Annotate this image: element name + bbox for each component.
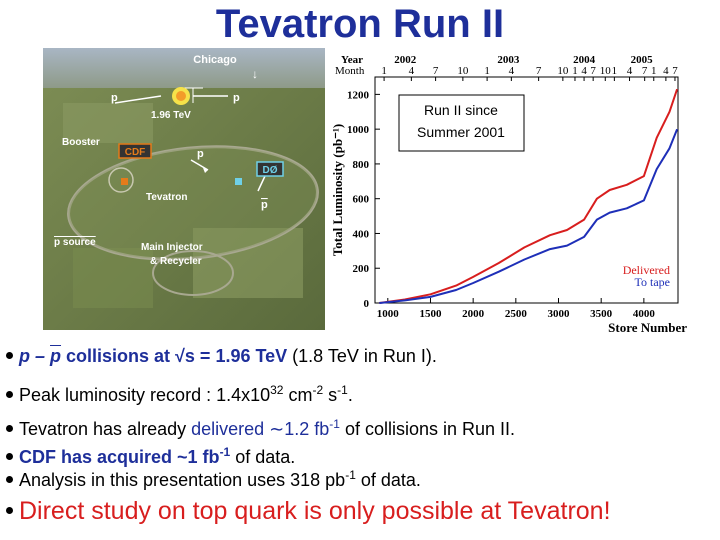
tevatron-aerial-photo: Chicago ↓ p p 1.96 TeV Booster CDF p DØ … bbox=[43, 48, 325, 330]
x-tick-label: 2000 bbox=[462, 308, 485, 320]
month-tick-label: 7 bbox=[590, 65, 596, 77]
bullet-icon bbox=[6, 351, 13, 359]
bullet-item-5: Analysis in this presentation uses 318 p… bbox=[6, 468, 421, 491]
p-left-label: p bbox=[111, 92, 118, 104]
year-tick-label: 2003 bbox=[497, 54, 520, 66]
bullet-icon bbox=[6, 424, 13, 432]
month-tick-label: 7 bbox=[433, 65, 439, 77]
month-tick-label: 1 bbox=[381, 65, 387, 77]
cdf-marker-icon bbox=[121, 178, 128, 185]
bullet-icon bbox=[6, 475, 13, 483]
year-tick-label: 2002 bbox=[394, 54, 417, 66]
bullet-icon bbox=[6, 452, 13, 460]
x-tick-label: 2500 bbox=[505, 308, 528, 320]
y-axis-label: Total Luminosity (pb⁻¹) bbox=[330, 124, 345, 256]
legend-delivered: Delivered bbox=[623, 263, 670, 277]
year-row-label: Year bbox=[341, 54, 363, 66]
x-tick-label: 3500 bbox=[590, 308, 613, 320]
month-tick-label: 10 bbox=[557, 65, 569, 77]
series-line-delivered bbox=[379, 88, 679, 304]
pbar-label: p bbox=[261, 199, 268, 211]
d0-box bbox=[256, 161, 284, 177]
month-tick-label: 1 bbox=[484, 65, 490, 77]
energy-label: 1.96 TeV bbox=[151, 110, 191, 121]
bullet-item-4: CDF has acquired ~1 fb-1 of data. bbox=[6, 445, 295, 468]
p-right-label: p bbox=[233, 92, 240, 104]
month-tick-label: 4 bbox=[663, 65, 669, 77]
y-tick-label: 200 bbox=[353, 263, 370, 275]
series-line-to-tape bbox=[379, 128, 679, 304]
y-tick-label: 1000 bbox=[347, 124, 370, 136]
y-tick-label: 1200 bbox=[347, 89, 370, 101]
d0-marker-icon bbox=[235, 178, 242, 185]
x-tick-label: 4000 bbox=[633, 308, 656, 320]
page-title: Tevatron Run II bbox=[215, 2, 505, 46]
chicago-label: Chicago bbox=[193, 54, 237, 66]
x-axis-label: Store Number bbox=[608, 320, 687, 335]
annotation-line-1: Run II since bbox=[424, 102, 498, 118]
d0-label: DØ bbox=[263, 165, 278, 176]
month-tick-label: 7 bbox=[642, 65, 648, 77]
annotation-box bbox=[398, 94, 525, 152]
month-tick-label: 7 bbox=[672, 65, 678, 77]
year-tick-label: 2004 bbox=[573, 54, 596, 66]
bullet-item-3: Tevatron has already delivered ∼1.2 fb-1… bbox=[6, 417, 515, 440]
legend-to-tape: To tape bbox=[635, 275, 670, 289]
recycler-label: & Recycler bbox=[150, 256, 202, 267]
month-tick-label: 10 bbox=[600, 65, 612, 77]
cdf-box bbox=[118, 143, 152, 159]
month-tick-label: 4 bbox=[627, 65, 633, 77]
booster-label: Booster bbox=[62, 137, 100, 148]
month-row-label: Month bbox=[335, 65, 365, 77]
chicago-arrow-icon: ↓ bbox=[252, 67, 258, 81]
bullet-icon bbox=[6, 390, 13, 398]
aerial-photo-image bbox=[43, 48, 325, 330]
x-tick-label: 1000 bbox=[377, 308, 400, 320]
cdf-label: CDF bbox=[125, 147, 146, 158]
year-tick-label: 2005 bbox=[631, 54, 654, 66]
month-tick-label: 4 bbox=[409, 65, 415, 77]
month-tick-label: 10 bbox=[457, 65, 469, 77]
month-tick-label: 4 bbox=[581, 65, 587, 77]
luminosity-chart: 0 200 400 600 800 1000 1200 1000 1500 2000 2500 30… bbox=[330, 54, 687, 335]
bullet-item-2: Peak luminosity record : 1.4x1032 cm-2 s… bbox=[6, 383, 353, 406]
month-tick-label: 4 bbox=[509, 65, 515, 77]
bullet-item-1: p – p collisions at √s = 1.96 TeV (1.8 T… bbox=[6, 346, 437, 367]
y-tick-label: 800 bbox=[353, 159, 370, 171]
bullet-icon bbox=[6, 506, 13, 514]
bullet-item-6: Direct study on top quark is only possib… bbox=[6, 497, 611, 526]
photo-labels-layer: Chicago ↓ p p 1.96 TeV Booster CDF p DØ … bbox=[54, 54, 284, 267]
p-beam-label: p bbox=[197, 148, 204, 160]
main-injector-label: Main Injector bbox=[141, 242, 203, 253]
x-tick-label: 1500 bbox=[419, 308, 442, 320]
month-tick-label: 1 bbox=[651, 65, 657, 77]
x-tick-label: 3000 bbox=[548, 308, 571, 320]
pbar-source-label: p source bbox=[54, 237, 96, 248]
y-tick-label: 400 bbox=[353, 228, 370, 240]
y-tick-label: 600 bbox=[353, 194, 370, 206]
month-tick-label: 1 bbox=[572, 65, 578, 77]
tevatron-label: Tevatron bbox=[146, 192, 188, 203]
annotation-line-2: Summer 2001 bbox=[417, 124, 505, 140]
month-tick-label: 7 bbox=[536, 65, 542, 77]
y-tick-label: 0 bbox=[364, 298, 370, 310]
month-tick-label: 1 bbox=[612, 65, 618, 77]
